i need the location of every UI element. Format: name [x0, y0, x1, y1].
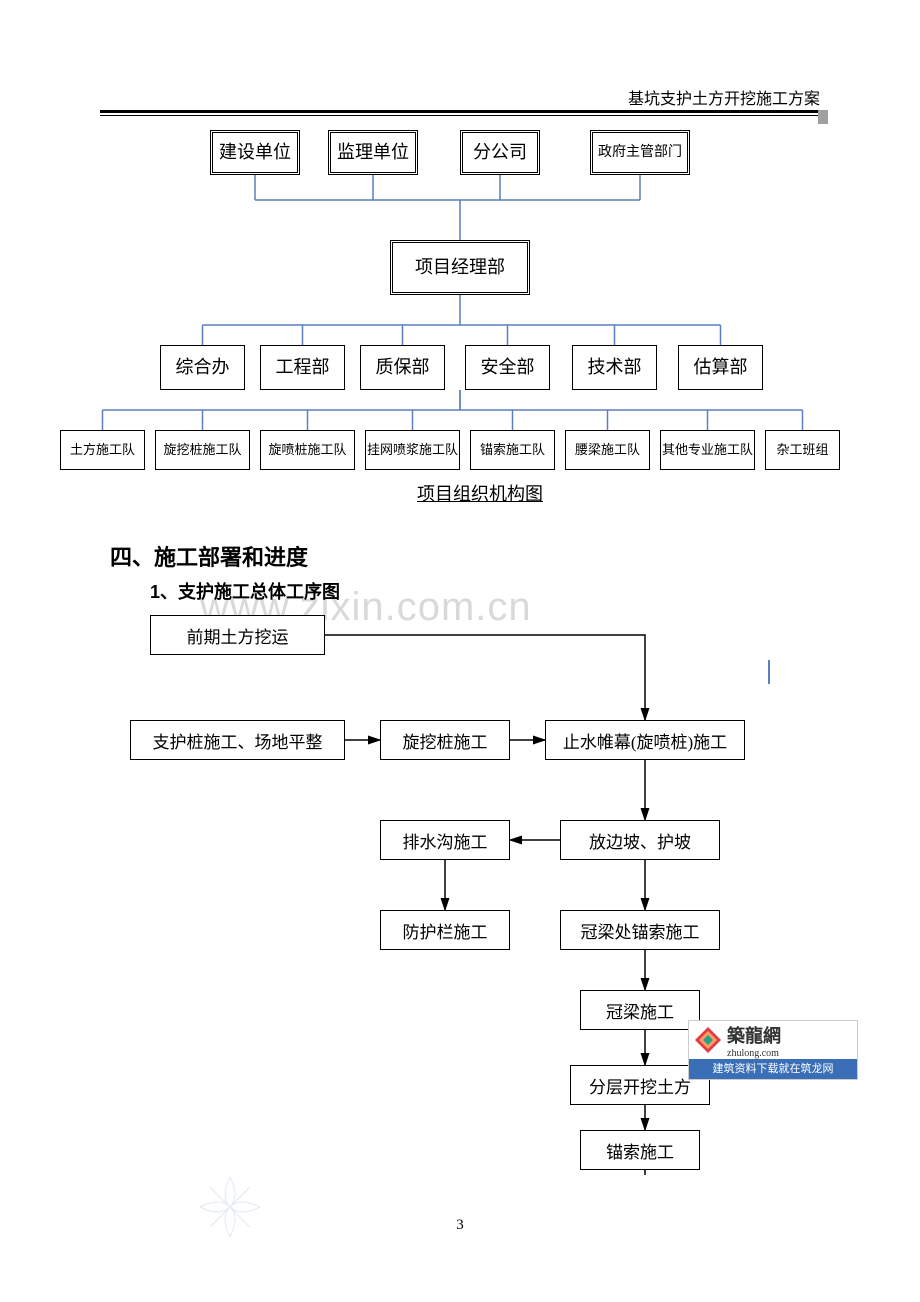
flow-node: 冠梁处锚索施工 — [560, 910, 720, 950]
org-node: 质保部 — [360, 345, 445, 390]
flow-node: 冠梁施工 — [580, 990, 700, 1030]
org-node: 项目经理部 — [390, 240, 530, 295]
flow-node: 止水帷幕(旋喷桩)施工 — [545, 720, 745, 760]
org-node: 估算部 — [678, 345, 763, 390]
flow-node: 支护桩施工、场地平整 — [130, 720, 345, 760]
header-rule-shadow — [818, 110, 828, 124]
section-subheading: 1、支护施工总体工序图 — [150, 578, 340, 604]
org-chart: 项目组织机构图 建设单位监理单位分公司政府主管部门项目经理部综合办工程部质保部安… — [100, 130, 860, 475]
header-rule — [100, 110, 820, 116]
page-number: 3 — [0, 1217, 920, 1234]
org-node: 工程部 — [260, 345, 345, 390]
org-node: 综合办 — [160, 345, 245, 390]
section-heading: 四、施工部署和进度 — [110, 540, 308, 572]
logo-text-en: zhulong.com — [727, 1048, 781, 1059]
org-node: 腰梁施工队 — [565, 430, 650, 470]
zhulong-logo: 築龍網 zhulong.com 建筑资料下载就在筑龙网 — [688, 1020, 858, 1080]
page-header-title: 基坑支护土方开挖施工方案 — [628, 85, 820, 109]
process-flowchart: 前期土方挖运支护桩施工、场地平整旋挖桩施工止水帷幕(旋喷桩)施工排水沟施工 放边坡… — [130, 605, 780, 1175]
org-node: 锚索施工队 — [470, 430, 555, 470]
flow-node: 防护栏施工 — [380, 910, 510, 950]
org-node: 土方施工队 — [60, 430, 145, 470]
org-node: 旋挖桩施工队 — [155, 430, 250, 470]
flow-node: 放边坡、护坡 — [560, 820, 720, 860]
org-node: 政府主管部门 — [590, 130, 690, 175]
org-node: 分公司 — [460, 130, 540, 175]
flow-node: 锚索施工 — [580, 1130, 700, 1170]
org-node: 其他专业施工队 — [660, 430, 755, 470]
zhulong-icon — [693, 1025, 723, 1055]
flow-node: 前期土方挖运 — [150, 615, 325, 655]
corner-decoration-icon — [190, 1167, 270, 1247]
org-chart-caption: 项目组织机构图 — [100, 480, 860, 506]
org-chart-lines — [100, 130, 860, 475]
org-node: 监理单位 — [328, 130, 418, 175]
org-node: 杂工班组 — [765, 430, 840, 470]
org-node: 建设单位 — [210, 130, 300, 175]
org-node: 安全部 — [465, 345, 550, 390]
org-node: 挂网喷浆施工队 — [365, 430, 460, 470]
logo-bar-text: 建筑资料下载就在筑龙网 — [689, 1059, 857, 1079]
text-cursor-icon — [768, 660, 770, 684]
logo-text-cn: 築龍網 — [727, 1022, 781, 1048]
org-node: 技术部 — [572, 345, 657, 390]
document-page: 基坑支护土方开挖施工方案 www.zixin.com.cn 项目组织机构图 建设… — [0, 0, 920, 1302]
org-node: 旋喷桩施工队 — [260, 430, 355, 470]
flow-node: 排水沟施工 — [380, 820, 510, 860]
flow-node: 旋挖桩施工 — [380, 720, 510, 760]
